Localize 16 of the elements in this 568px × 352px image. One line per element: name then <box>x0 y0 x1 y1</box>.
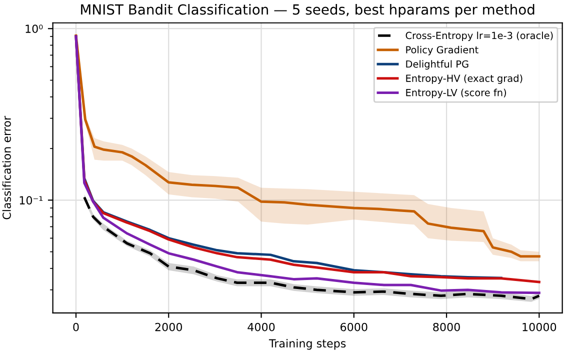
x-tick-label: 0 <box>73 322 79 332</box>
x-tick-label: 6000 <box>340 322 368 332</box>
x-axis-title: Training steps <box>268 338 346 350</box>
y-axis-title: Classification error <box>2 116 11 220</box>
legend-label: Entropy-HV (exact grad) <box>406 74 522 84</box>
y-tick-label: 10⁰ <box>26 24 43 33</box>
y-tick-label: 10⁻¹ <box>20 196 42 205</box>
legend-label: Cross-Entropy lr=1e-3 (oracle) <box>406 32 553 42</box>
legend-label: Entropy-LV (score fn) <box>406 88 506 98</box>
x-tick-label: 8000 <box>433 322 460 332</box>
legend-label: Policy Gradient <box>406 46 478 56</box>
chart-title: MNIST Bandit Classification — 5 seeds, best hparams per method <box>81 4 534 18</box>
legend-label: Delightful PG <box>406 60 468 70</box>
x-tick-label: 10000 <box>522 322 556 332</box>
x-tick-label: 4000 <box>248 322 275 332</box>
x-tick-label: 2000 <box>155 322 182 332</box>
